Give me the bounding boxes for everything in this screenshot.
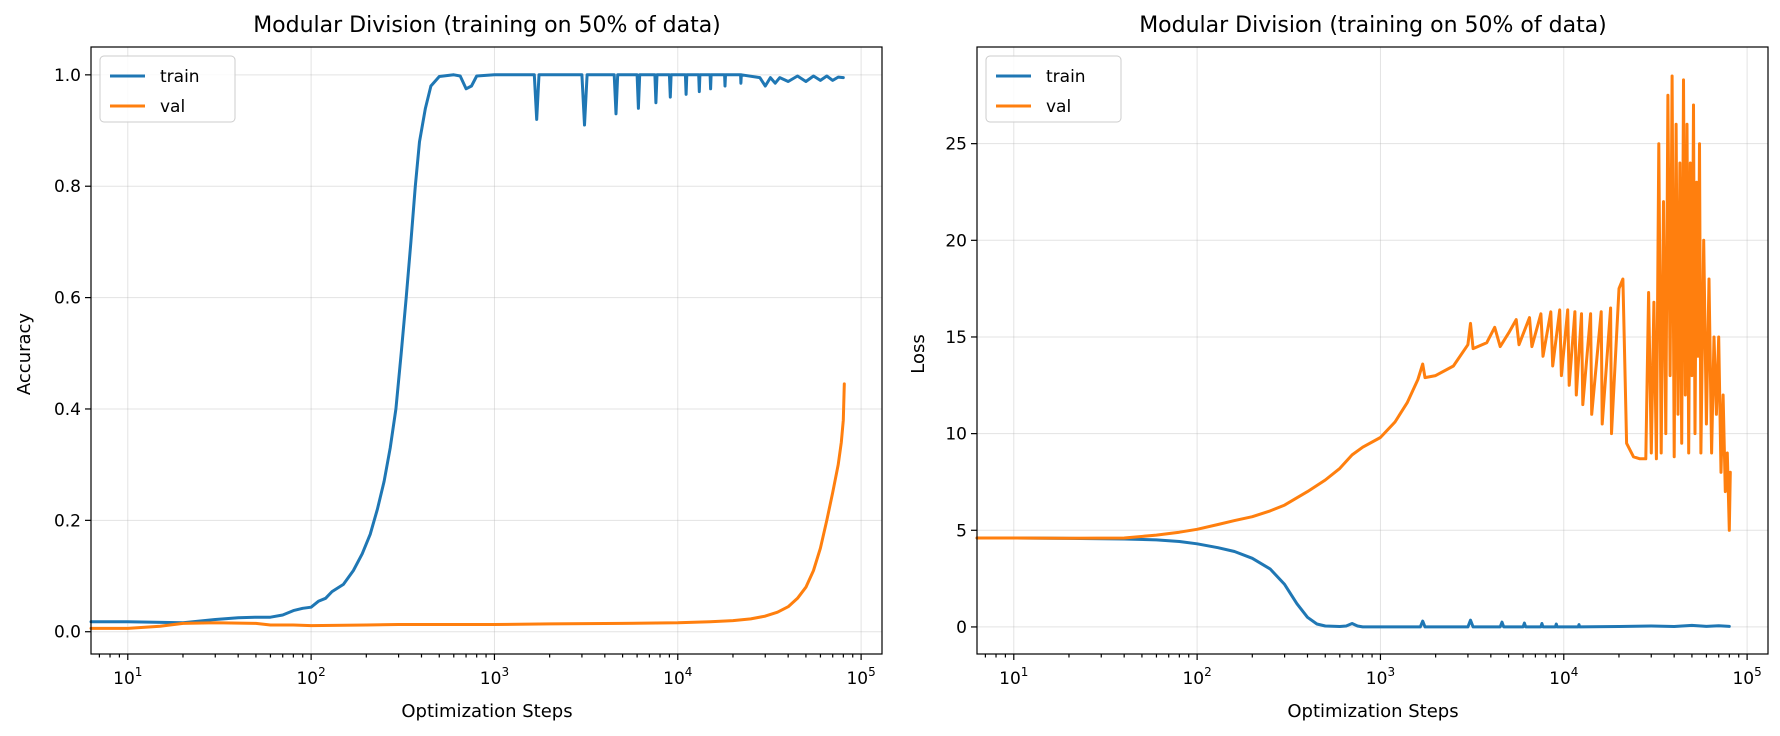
loss-panel: Modular Division (training on 50% of dat… [908, 13, 1769, 722]
x-tick-label: 105 [1732, 665, 1761, 689]
y-tick-label: 15 [945, 328, 967, 348]
legend-label-val: val [160, 97, 185, 117]
y-axis-label: Loss [908, 334, 929, 373]
y-tick-label: 25 [945, 135, 967, 155]
series-line-train [975, 536, 1731, 629]
x-tick-label: 103 [1366, 665, 1395, 689]
legend-label-train: train [1046, 67, 1086, 87]
y-tick-label: 0.2 [54, 511, 81, 531]
x-tick-label: 102 [296, 665, 325, 689]
x-tick-label: 105 [846, 665, 875, 689]
y-tick-label: 0.8 [54, 177, 81, 197]
accuracy-panel: Modular Division (training on 50% of dat… [14, 13, 883, 722]
series-line-train [89, 73, 845, 625]
legend-label-train: train [160, 67, 200, 87]
x-tick-label: 103 [480, 665, 509, 689]
plot-frame [90, 46, 883, 655]
x-tick-label: 101 [113, 665, 142, 689]
y-tick-label: 0 [956, 618, 967, 638]
y-axis-label: Accuracy [14, 313, 35, 396]
x-tick-label: 104 [1549, 665, 1578, 689]
x-axis-label: Optimization Steps [1287, 701, 1458, 722]
chart-title: Modular Division (training on 50% of dat… [1139, 13, 1607, 38]
x-tick-label: 104 [663, 665, 692, 689]
legend-label-val: val [1046, 97, 1071, 117]
y-tick-label: 0.6 [54, 289, 81, 309]
y-tick-label: 5 [956, 521, 967, 541]
series-line-val [89, 382, 846, 630]
series-line-val [975, 74, 1732, 540]
y-tick-label: 0.0 [54, 623, 81, 643]
chart-title: Modular Division (training on 50% of dat… [253, 13, 721, 38]
y-tick-label: 1.0 [54, 66, 81, 86]
y-tick-label: 0.4 [54, 400, 81, 420]
x-tick-label: 101 [999, 665, 1028, 689]
y-tick-label: 20 [945, 231, 967, 251]
y-tick-label: 10 [945, 425, 967, 445]
x-tick-label: 102 [1182, 665, 1211, 689]
x-axis-label: Optimization Steps [401, 701, 572, 722]
